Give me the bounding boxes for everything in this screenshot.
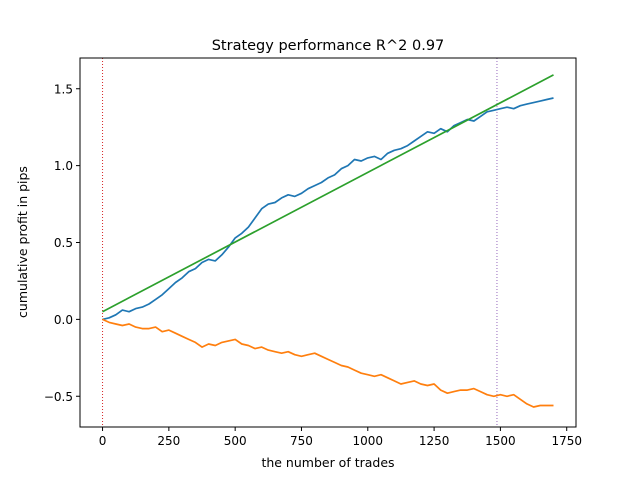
- chart-title: Strategy performance R^2 0.97: [212, 38, 445, 54]
- y-tick-label: 0.5: [54, 236, 73, 250]
- series-line-1: [102, 97, 554, 321]
- x-tick-label: 1750: [551, 434, 582, 448]
- x-tick-label: 250: [157, 434, 180, 448]
- plot-area: [102, 58, 554, 427]
- y-tick-label: −0.5: [44, 390, 73, 404]
- x-tick-label: 750: [290, 434, 313, 448]
- y-axis-label: cumulative profit in pips: [15, 166, 30, 318]
- axis-ticks: 0 250 500 750 1000 1250 1500 1750 −0.5 0.0 0.5 1.0 1…: [44, 82, 582, 448]
- y-tick-label: 0.0: [54, 313, 73, 327]
- y-tick-label: 1.5: [54, 82, 73, 96]
- y-tick-label: 1.0: [54, 159, 73, 173]
- x-tick-label: 1250: [419, 434, 450, 448]
- x-tick-label: 500: [224, 434, 247, 448]
- x-tick-label: 0: [99, 434, 107, 448]
- x-axis-label: the number of trades: [261, 455, 394, 470]
- series-line-2: [102, 318, 554, 408]
- series-line-3: [102, 74, 554, 313]
- x-tick-label: 1000: [353, 434, 384, 448]
- x-tick-label: 1500: [485, 434, 516, 448]
